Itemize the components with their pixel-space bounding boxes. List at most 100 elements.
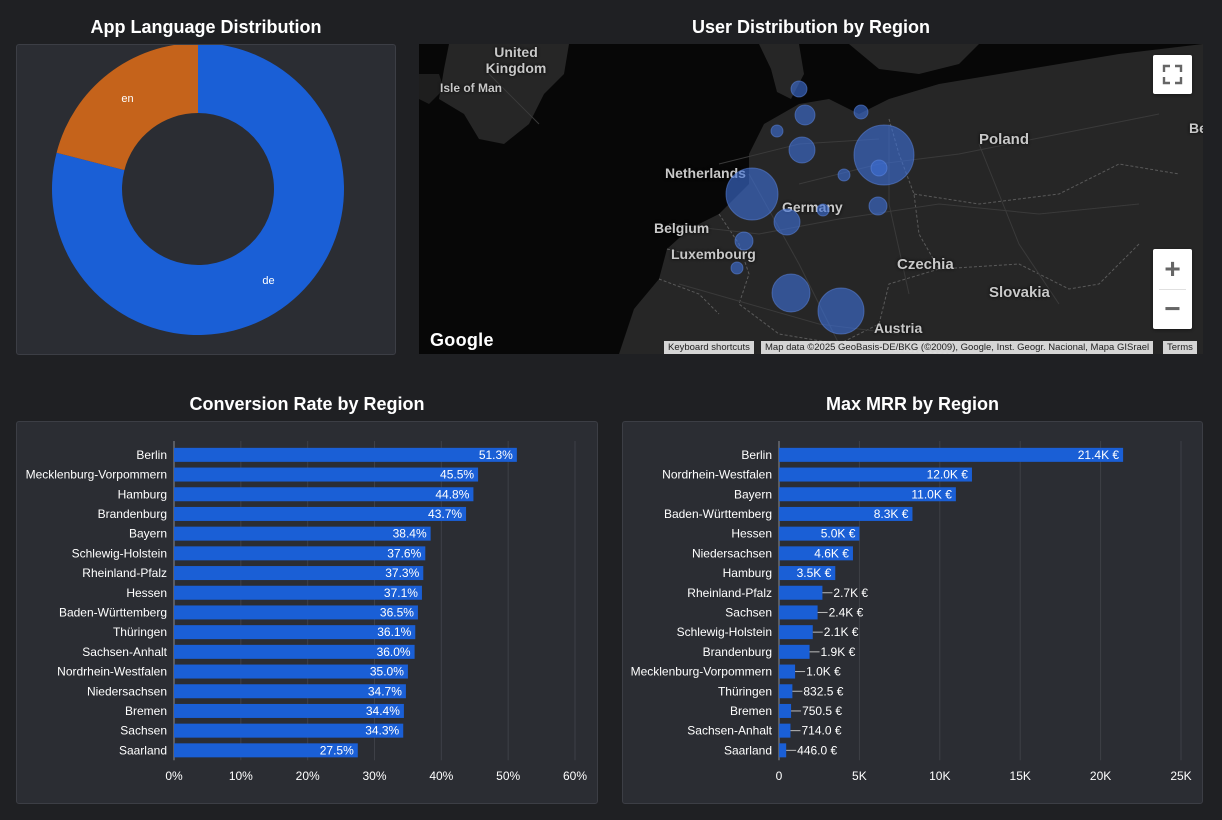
category-label-baden-wurttemberg: Baden-Württemberg — [59, 605, 167, 619]
map-bubble[interactable] — [725, 167, 779, 221]
donut-slice-en[interactable] — [56, 43, 199, 171]
data-label-hamburg: 3.5K € — [797, 566, 832, 580]
data-label-schlewig-holstein: 37.6% — [387, 546, 421, 560]
bar-rheinland-pfalz[interactable] — [779, 585, 823, 600]
map-bubble[interactable] — [816, 203, 830, 217]
bar-rheinland-pfalz[interactable] — [174, 566, 424, 581]
mrr-chart-title: Max MRR by Region — [825, 394, 999, 414]
bar-mecklenburg-vorpommern[interactable] — [174, 467, 479, 482]
x-tick-label: 5K — [852, 769, 867, 783]
map-zoom-in-button[interactable]: + — [1164, 253, 1181, 284]
category-label-schlewig-holstein: Schlewig-Holstein — [72, 546, 167, 560]
data-label-nordrhein-westfalen: 12.0K € — [927, 468, 969, 482]
category-label-brandenburg: Brandenburg — [703, 645, 772, 659]
category-label-berlin: Berlin — [741, 448, 772, 462]
bar-niedersachsen[interactable] — [174, 684, 406, 699]
map-bubble[interactable] — [870, 159, 888, 177]
data-label-thuringen: 36.1% — [377, 625, 411, 639]
map-fullscreen-button[interactable] — [1153, 55, 1192, 94]
bar-sachsen-anhalt[interactable] — [174, 644, 415, 659]
bar-berlin[interactable] — [174, 447, 517, 462]
donut-label-en: en — [121, 93, 133, 105]
bar-bayern[interactable] — [779, 487, 956, 502]
conversion-bar-chart: 0% 10% 20% 30% 40% 50% 60% Berlin 51.3% Mecklenbu… — [26, 441, 587, 783]
map-label-slovakia: Slovakia — [989, 284, 1050, 301]
x-tick-label: 25K — [1170, 769, 1191, 783]
bar-nordrhein-westfalen[interactable] — [174, 664, 408, 679]
bar-sachsen-anhalt[interactable] — [779, 723, 791, 738]
map-label-uk: United Kingdom — [485, 44, 547, 76]
data-label-sachsen-anhalt: 36.0% — [377, 645, 411, 659]
bar-niedersachsen[interactable] — [779, 546, 853, 561]
data-label-hamburg: 44.8% — [435, 487, 469, 501]
bar-bremen[interactable] — [174, 703, 404, 718]
map-data-attribution: Map data ©2025 GeoBasis-DE/BKG (©2009), … — [761, 341, 1154, 354]
map-bubble[interactable] — [773, 208, 801, 236]
map-bubble[interactable] — [734, 231, 754, 251]
map-bubble[interactable] — [853, 104, 869, 120]
map-label-austria: Austria — [874, 320, 923, 336]
map-bubble[interactable] — [817, 287, 865, 335]
data-label-saarland: 446.0 € — [797, 743, 837, 757]
bar-bayern[interactable] — [174, 526, 431, 541]
bar-nordrhein-westfalen[interactable] — [779, 467, 972, 482]
map-bubble[interactable] — [794, 104, 816, 126]
data-label-rheinland-pfalz: 2.7K € — [833, 586, 868, 600]
bar-berlin[interactable] — [779, 447, 1124, 462]
google-logo: Google — [430, 330, 494, 350]
map-bubble[interactable] — [853, 124, 915, 186]
bar-hamburg[interactable] — [174, 487, 474, 502]
data-label-brandenburg: 43.7% — [428, 507, 462, 521]
category-label-schlewig-holstein: Schlewig-Holstein — [677, 625, 772, 639]
bar-baden-wurttemberg[interactable] — [779, 506, 913, 521]
bar-hessen[interactable] — [779, 526, 860, 541]
map-label-czechia: Czechia — [897, 256, 954, 273]
map-keyboard-shortcuts-link[interactable]: Keyboard shortcuts — [664, 341, 754, 354]
bar-brandenburg[interactable] — [174, 506, 467, 521]
bar-hamburg[interactable] — [779, 566, 836, 581]
map-bubble[interactable] — [837, 168, 851, 182]
bar-hessen[interactable] — [174, 585, 422, 600]
bar-bremen[interactable] — [779, 703, 792, 718]
bar-sachsen[interactable] — [779, 605, 818, 620]
map-bubble[interactable] — [788, 136, 816, 164]
map-bubble[interactable] — [770, 124, 784, 138]
bar-thuringen[interactable] — [174, 625, 416, 640]
x-tick-label: 15K — [1010, 769, 1031, 783]
region-map[interactable]: United Kingdom Isle of Man Netherlands G… — [419, 44, 1203, 354]
category-label-sachsen: Sachsen — [725, 605, 772, 619]
data-label-thuringen: 832.5 € — [803, 684, 843, 698]
x-tick-label: 10K — [929, 769, 950, 783]
map-zoom-control: + − — [1153, 249, 1192, 329]
category-label-sachsen: Sachsen — [120, 724, 167, 738]
bar-saarland[interactable] — [174, 743, 358, 758]
bar-schlewig-holstein[interactable] — [779, 625, 813, 640]
data-label-bremen: 34.4% — [366, 704, 400, 718]
mrr-bar-chart: 0 5K 10K 15K 20K 25K Berlin 21.4K € Nordrhein-We… — [631, 441, 1192, 783]
bar-brandenburg[interactable] — [779, 644, 810, 659]
x-tick-label: 20K — [1090, 769, 1111, 783]
language-chart-panel: de en — [16, 43, 396, 355]
map-bubble[interactable] — [868, 196, 888, 216]
bar-saarland[interactable] — [779, 743, 787, 758]
map-bubble[interactable] — [771, 273, 811, 313]
bar-baden-wurttemberg[interactable] — [174, 605, 418, 620]
category-label-saarland: Saarland — [724, 743, 772, 757]
category-label-hamburg: Hamburg — [723, 566, 772, 580]
data-label-sachsen: 2.4K € — [829, 605, 864, 619]
data-label-baden-wurttemberg: 36.5% — [380, 605, 414, 619]
category-label-niedersachsen: Niedersachsen — [87, 684, 167, 698]
donut-slice-de[interactable] — [51, 43, 345, 335]
bar-schlewig-holstein[interactable] — [174, 546, 426, 561]
data-label-rheinland-pfalz: 37.3% — [385, 566, 419, 580]
map-zoom-out-button[interactable]: − — [1164, 293, 1181, 324]
map-bubble[interactable] — [730, 261, 744, 275]
map-bubble[interactable] — [790, 80, 808, 98]
category-label-bremen: Bremen — [730, 704, 772, 718]
map-terms-link[interactable]: Terms — [1163, 341, 1197, 354]
category-label-bayern: Bayern — [734, 487, 772, 501]
data-label-brandenburg: 1.9K € — [821, 645, 856, 659]
bar-sachsen[interactable] — [174, 723, 404, 738]
bar-thuringen[interactable] — [779, 684, 793, 699]
bar-mecklenburg-vorpommern[interactable] — [779, 664, 796, 679]
